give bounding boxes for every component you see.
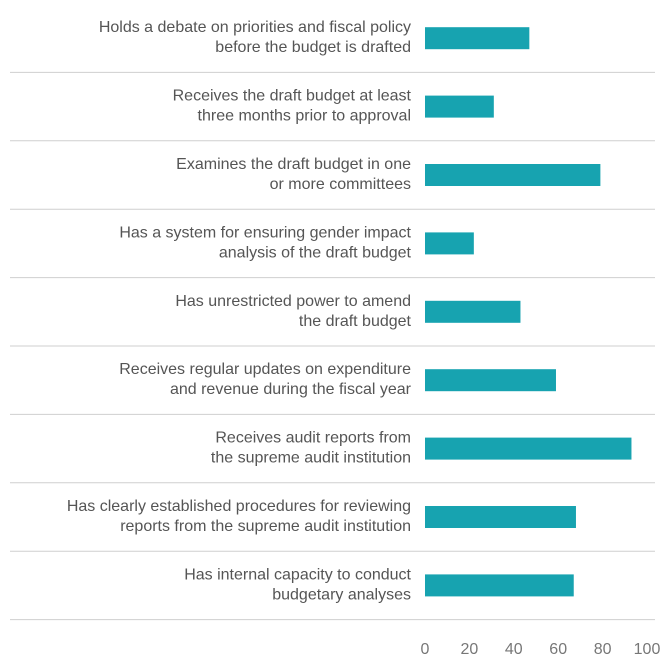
bar — [425, 27, 530, 50]
bar — [425, 95, 494, 118]
category-label-line: Receives regular updates on expenditure — [119, 361, 411, 378]
category-label-line: and revenue during the fiscal year — [170, 381, 412, 398]
category-label: Holds a debate on priorities and fiscal … — [99, 19, 411, 56]
category-label-line: the draft budget — [299, 313, 412, 330]
x-tick-label: 40 — [505, 641, 523, 658]
category-label: Receives regular updates on expenditure a… — [119, 361, 411, 398]
bar — [425, 506, 576, 528]
category-label: Receives the draft budget at least three … — [173, 88, 412, 125]
category-label-line: Receives the draft budget at least — [173, 88, 412, 105]
category-label: Has a system for ensuring gender impact a… — [119, 225, 411, 262]
x-tick-label: 20 — [461, 641, 479, 658]
category-label: Receives audit reports from the supreme a… — [211, 430, 411, 467]
category-label: Has clearly established procedures for r… — [67, 498, 411, 535]
category-label-line: analysis of the draft budget — [219, 245, 412, 262]
bar — [425, 164, 601, 186]
category-label: Has unrestricted power to amend the draft… — [175, 293, 411, 330]
category-label-line: Receives audit reports from — [215, 430, 411, 447]
x-tick-label: 100 — [634, 641, 661, 658]
category-label-line: Holds a debate on priorities and fiscal … — [99, 19, 411, 36]
x-tick-label: 80 — [594, 641, 612, 658]
bar — [425, 369, 556, 392]
category-label-line: three months prior to approval — [198, 108, 411, 125]
bar — [425, 574, 574, 597]
x-tick-label: 0 — [421, 641, 430, 658]
category-label-line: Has internal capacity to conduct — [184, 567, 411, 584]
category-label: Has internal capacity to conduct budgetar… — [184, 567, 411, 604]
category-label: Examines the draft budget in one or more … — [176, 156, 411, 193]
category-label-line: budgetary analyses — [272, 587, 411, 604]
category-label-line: Has a system for ensuring gender impact — [119, 225, 411, 242]
category-label-line: Has clearly established procedures for r… — [67, 498, 411, 515]
category-label-line: Has unrestricted power to amend — [175, 293, 411, 310]
category-label-line: reports from the supreme audit instituti… — [120, 518, 411, 535]
category-label-line: or more committees — [270, 176, 411, 193]
bar — [425, 437, 632, 460]
category-label-line: Examines the draft budget in one — [176, 156, 411, 173]
bar — [425, 232, 474, 255]
category-label-line: the supreme audit institution — [211, 450, 411, 467]
x-tick-label: 60 — [549, 641, 567, 658]
bar — [425, 300, 521, 323]
category-label-line: before the budget is drafted — [215, 39, 411, 56]
